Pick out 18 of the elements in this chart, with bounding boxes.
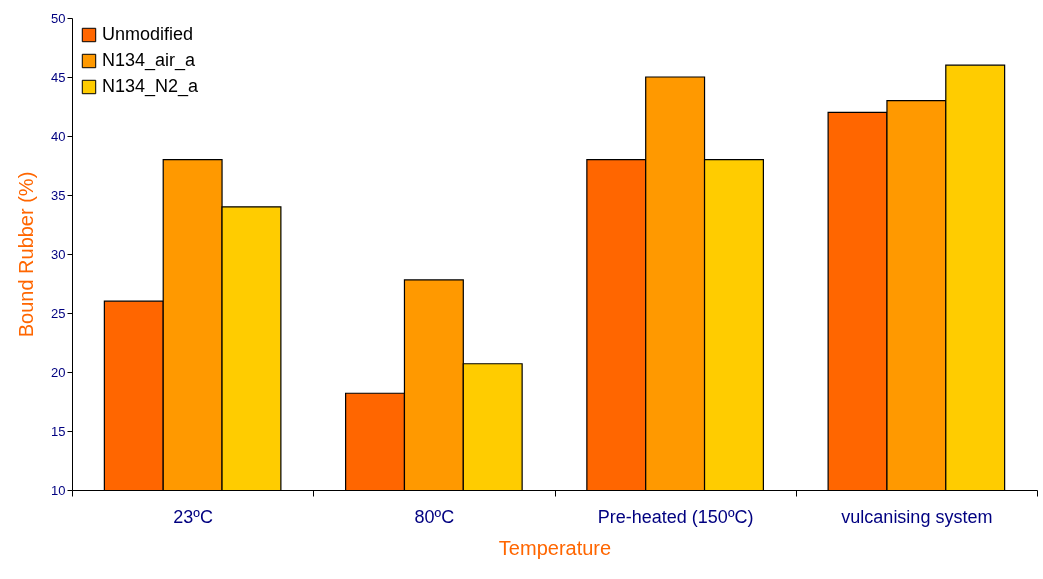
y-axis-title: Bound Rubber (%) xyxy=(15,171,38,338)
legend-label: N134_N2_a xyxy=(102,76,200,97)
y-tick-label: 50 xyxy=(51,10,66,26)
x-tick-label: 80ºC xyxy=(414,506,455,527)
legend-label: N134_air_a xyxy=(102,50,197,71)
x-tick-label: 23ºC xyxy=(173,506,213,527)
y-tick-label: 40 xyxy=(51,128,66,144)
y-tick-label: 20 xyxy=(51,364,66,380)
y-tick-label: 35 xyxy=(51,187,66,203)
y-tick-label: 10 xyxy=(51,482,66,498)
x-tick-label: vulcanising system xyxy=(841,506,993,527)
y-tick-label: 25 xyxy=(51,305,66,321)
y-tick-label: 15 xyxy=(51,423,66,439)
y-tick-label: 45 xyxy=(51,69,66,85)
x-axis-title: Temperature xyxy=(498,536,612,559)
legend-label: Unmodified xyxy=(102,24,194,44)
x-tick-label: Pre-heated (150ºC) xyxy=(597,506,754,527)
y-tick-label: 30 xyxy=(51,246,66,262)
